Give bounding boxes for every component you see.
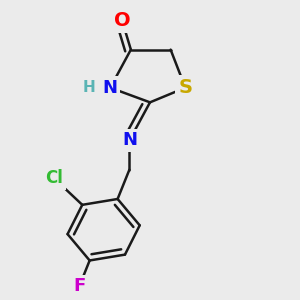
Text: N: N — [122, 131, 137, 149]
Text: O: O — [114, 11, 130, 30]
Text: N: N — [103, 79, 118, 97]
Text: S: S — [178, 78, 192, 97]
Text: N: N — [103, 79, 118, 97]
Text: F: F — [73, 277, 86, 295]
Text: H: H — [83, 80, 95, 95]
Text: Cl: Cl — [45, 169, 63, 188]
